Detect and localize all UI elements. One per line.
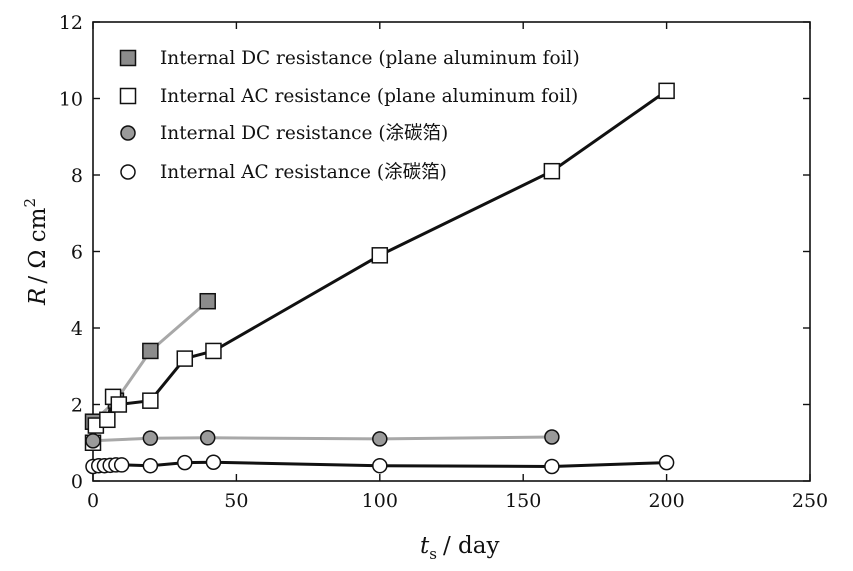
x-tick-label: 250 bbox=[792, 490, 828, 512]
data-point-series-4 bbox=[177, 454, 193, 471]
data-point-series-4 bbox=[544, 458, 560, 475]
data-point-series-4 bbox=[142, 457, 159, 474]
x-tick-label: 0 bbox=[87, 490, 99, 512]
data-point-series-3 bbox=[544, 429, 560, 445]
legend-marker-4 bbox=[120, 164, 136, 180]
data-point-series-1 bbox=[142, 342, 159, 360]
data-point-series-2 bbox=[371, 247, 389, 264]
x-tick-label: 200 bbox=[648, 490, 684, 512]
series-line-1 bbox=[91, 300, 209, 423]
legend-marker-2 bbox=[119, 87, 137, 105]
y-tick-label: 10 bbox=[59, 89, 83, 111]
x-tick-label: 150 bbox=[505, 490, 541, 512]
series-markers bbox=[84, 82, 675, 475]
data-point-series-2 bbox=[658, 82, 675, 100]
legend-marker-1 bbox=[119, 49, 137, 67]
data-point-series-2 bbox=[176, 350, 194, 367]
data-point-series-4 bbox=[205, 454, 222, 471]
x-axis-title: ts / day bbox=[420, 533, 499, 563]
x-tick-label: 50 bbox=[224, 490, 248, 512]
legend-marker-3 bbox=[120, 125, 136, 141]
axis-ticks: 0 50 100 150 200 250 0 2 4 6 8 10 12 bbox=[59, 12, 828, 512]
x-axis-subscript: s bbox=[429, 545, 437, 563]
data-point-series-2 bbox=[543, 162, 561, 180]
data-point-series-1 bbox=[199, 292, 216, 310]
y-tick-label: 0 bbox=[71, 471, 83, 493]
data-point-series-2 bbox=[142, 392, 159, 409]
data-point-series-4 bbox=[113, 457, 130, 473]
data-point-series-4 bbox=[372, 457, 388, 474]
data-point-series-3 bbox=[372, 431, 388, 447]
data-point-series-4 bbox=[658, 454, 675, 471]
legend-label-4: Internal AC resistance (涂碳箔) bbox=[160, 162, 447, 183]
data-point-series-2 bbox=[205, 342, 222, 360]
y-tick-label: 2 bbox=[71, 395, 83, 417]
y-axis-unit: / Ω cm bbox=[25, 207, 51, 283]
x-axis-symbol: t bbox=[420, 533, 430, 559]
data-point-series-3 bbox=[85, 433, 101, 449]
series-line-3 bbox=[92, 435, 552, 443]
x-tick-label: 100 bbox=[362, 490, 398, 512]
x-axis-unit: / day bbox=[443, 533, 500, 559]
legend-label-1: Internal DC resistance (plane aluminum f… bbox=[160, 48, 580, 69]
data-point-series-3 bbox=[199, 430, 216, 446]
y-tick-label: 4 bbox=[71, 318, 83, 340]
y-tick-label: 6 bbox=[71, 242, 83, 264]
legend: Internal DC resistance (plane aluminum f… bbox=[119, 48, 580, 183]
data-point-series-2 bbox=[110, 396, 128, 413]
data-point-series-2 bbox=[99, 411, 116, 429]
legend-label-2: Internal AC resistance (plane aluminum f… bbox=[160, 86, 578, 107]
y-axis-symbol: R bbox=[25, 288, 51, 306]
y-axis-title: R / Ω cm2 bbox=[21, 198, 51, 306]
y-axis-superscript: 2 bbox=[21, 198, 39, 208]
y-tick-label: 8 bbox=[71, 165, 83, 187]
legend-label-3: Internal DC resistance (涂碳箔) bbox=[160, 123, 448, 144]
data-point-series-3 bbox=[142, 430, 159, 446]
series-lines bbox=[91, 89, 668, 469]
y-tick-label: 12 bbox=[59, 12, 83, 34]
